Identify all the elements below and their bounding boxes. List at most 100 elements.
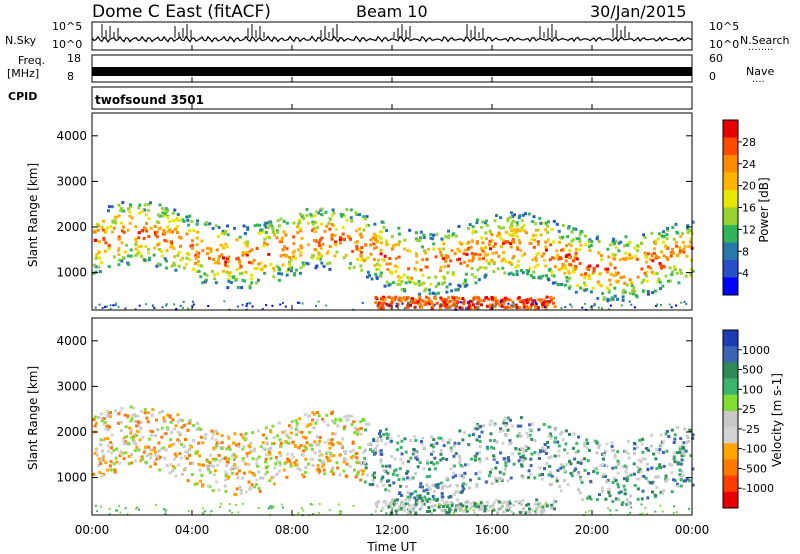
velocity-cell [245,452,249,456]
power-cell [421,299,425,303]
power-cell [429,236,433,240]
velocity-cell [602,453,606,457]
power-cell [166,225,170,229]
velocity-cell [464,483,468,486]
velocity-cell [440,495,444,499]
velocity-cell [241,457,245,461]
power-cell [569,303,572,306]
velocity-cell [431,445,435,449]
velocity-cell [560,463,564,467]
power-cell [153,225,157,228]
velocity-cell [616,482,620,486]
velocity-cell [290,420,294,424]
velocity-cell [226,460,230,464]
velocity-cell [431,449,435,453]
power-cell [677,281,681,285]
velocity-cell [563,469,567,473]
velocity-cell [438,503,441,506]
velocity-cell [265,436,268,440]
velocity-cell [527,476,531,480]
velocity-cell [233,492,237,496]
power-cell [375,276,379,280]
velocity-cell [270,507,273,510]
power-cell [388,262,392,266]
velocity-cell [601,475,605,478]
velocity-cell [409,492,413,496]
power-cell [578,262,582,265]
power-cell [545,304,549,308]
power-cell [518,306,522,310]
power-cell [615,280,619,284]
velocity-cell [522,507,526,511]
velocity-cell [231,512,234,514]
velocity-cell [478,505,482,508]
power-cell [573,267,577,271]
velocity-cell [421,436,425,440]
power-cell [246,302,249,305]
velocity-cell [424,498,428,502]
velocity-cell [108,464,112,468]
velocity-cell [633,484,637,487]
power-cell [181,218,185,222]
power-cell [358,227,362,231]
power-cell [678,245,681,249]
velocity-panel-frame [91,317,693,516]
power-cell [444,299,448,303]
velocity-cell [216,463,220,467]
velocity-cell [127,455,131,458]
power-cell [430,300,434,304]
velocity-cell [678,473,682,477]
velocity-cell [340,512,342,515]
velocity-cell [511,424,515,428]
velocity-cell [201,484,205,488]
power-cell [442,303,445,307]
velocity-cell [357,470,360,474]
power-cell [573,256,577,260]
power-cell [440,298,444,302]
velocity-cell [282,468,286,472]
velocity-cell [494,466,498,470]
power-cell [405,297,409,301]
cpid-panel: CPID twofsound 3501 [8,86,693,110]
power-cell [112,226,116,230]
velocity-cell [132,413,136,417]
power-cell [648,258,652,262]
power-cell [670,272,674,276]
velocity-cell [440,509,444,513]
power-cell [475,221,479,225]
power-cell [260,268,264,272]
power-cell [144,213,148,217]
velocity-cell [148,437,151,441]
velocity-cell [605,464,609,468]
power-cell [128,210,132,214]
velocity-cell [482,507,486,511]
power-cell [107,205,111,209]
velocity-cell [375,505,379,509]
power-cell [416,239,420,243]
power-cell [472,297,476,301]
velocity-cell [202,463,205,467]
power-cell [616,297,619,301]
power-cell [511,239,514,243]
velocity-cell [561,438,565,442]
power-cell [136,249,140,253]
power-cell [620,304,623,307]
power-cell [585,287,589,291]
velocity-cell [512,503,516,507]
velocity-cell [664,432,668,436]
power-cell [94,256,98,260]
velocity-cell [624,449,628,453]
power-cell [101,228,105,232]
power-cell [176,213,180,216]
power-cell [662,254,666,258]
velocity-cell [423,495,427,499]
velocity-cell [679,437,683,441]
velocity-cell [178,432,182,436]
power-cell [236,286,240,289]
velocity-cell [129,419,133,423]
power-cell [188,258,192,262]
velocity-cell [522,450,526,454]
power-cell [484,219,488,223]
power-cell [662,230,665,234]
